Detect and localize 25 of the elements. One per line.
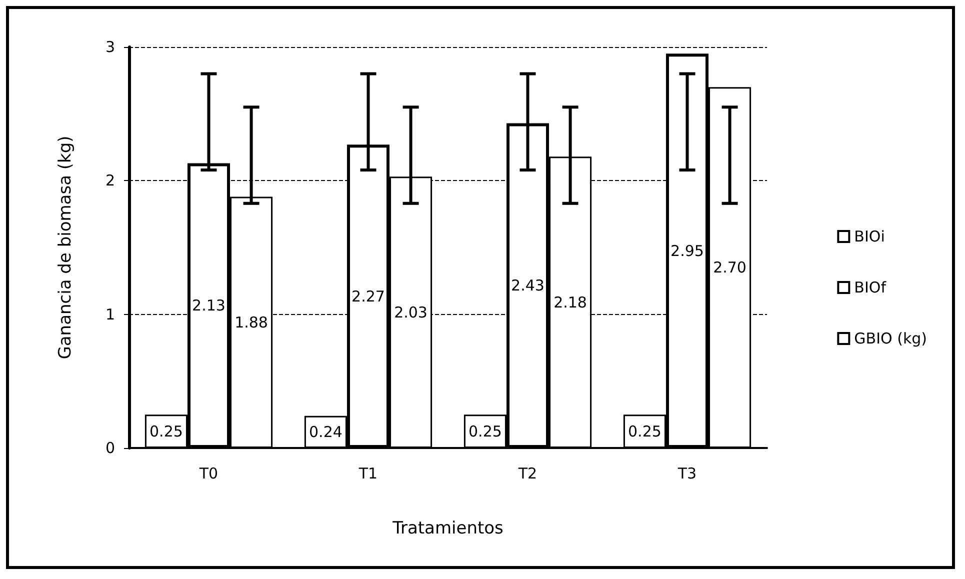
x-tick-label: T2 xyxy=(517,464,538,482)
data-label: 2.18 xyxy=(554,293,587,312)
data-label: 0.25 xyxy=(628,422,662,440)
y-tick-label: 3 xyxy=(105,38,115,56)
data-label: 0.25 xyxy=(150,422,183,440)
data-label: 1.88 xyxy=(234,313,268,332)
data-label: 2.70 xyxy=(713,258,746,277)
y-tick-label: 2 xyxy=(105,172,115,190)
data-label: 2.27 xyxy=(352,287,385,306)
legend-label: GBIO (kg) xyxy=(854,330,928,348)
data-label: 2.13 xyxy=(192,296,226,315)
data-label: 0.25 xyxy=(468,422,502,440)
data-label: 2.43 xyxy=(511,276,544,295)
y-tick-label: 0 xyxy=(105,439,115,457)
x-tick-label: T3 xyxy=(676,464,697,482)
data-label: 2.03 xyxy=(394,303,428,322)
legend-label: BIOi xyxy=(854,228,885,246)
x-axis-title: Tratamientos xyxy=(392,518,504,538)
x-tick-label: T1 xyxy=(358,464,378,482)
y-axis-title: Ganancia de biomasa (kg) xyxy=(56,136,76,360)
x-tick-label: T0 xyxy=(198,464,218,482)
legend-label: BIOf xyxy=(854,278,887,296)
data-label: 2.95 xyxy=(670,242,704,260)
data-label: 0.24 xyxy=(309,422,342,441)
y-tick-label: 1 xyxy=(105,305,115,324)
